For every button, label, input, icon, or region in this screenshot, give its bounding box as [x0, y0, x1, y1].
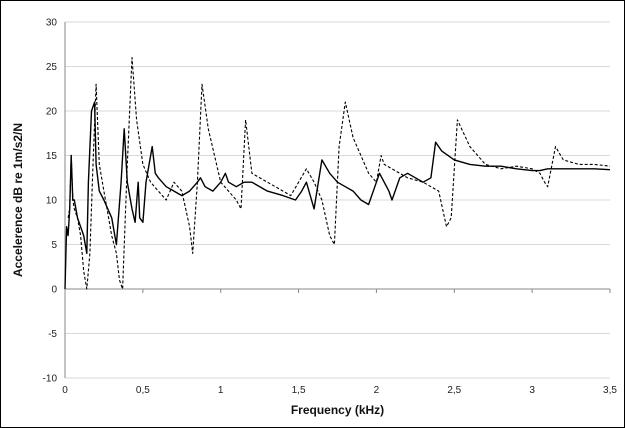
y-tick-label: 25: [46, 62, 58, 73]
x-tick-label: 2,5: [447, 385, 461, 396]
y-tick-label: 20: [46, 107, 58, 118]
y-tick-label: 10: [46, 196, 58, 207]
x-tick-label: 0,5: [136, 385, 150, 396]
x-tick-label: 2: [374, 385, 380, 396]
y-tick-labels: -10 -5 0 5 10 15 20 25 30: [43, 18, 58, 385]
y-tick-label: 5: [51, 240, 57, 251]
y-tick-label: -5: [48, 329, 57, 340]
x-tick-label: 3,5: [603, 385, 617, 396]
gridlines: [65, 21, 610, 379]
x-axis-title: Frequency (kHz): [291, 403, 384, 417]
y-tick-label: 30: [46, 18, 58, 29]
series-lines: [64, 57, 611, 290]
y-tick-label: -10: [43, 374, 58, 385]
y-tick-label: 0: [51, 285, 57, 296]
x-tick-labels: 0 0,5 1 1,5 2 2,5 3 3,5: [62, 289, 617, 396]
x-tick-label: 1: [218, 385, 224, 396]
series-line-dashed: [67, 57, 611, 290]
x-tick-label: 3: [529, 385, 535, 396]
series-line-solid: [64, 101, 611, 290]
x-tick-label: 0: [62, 385, 68, 396]
x-tick-label: 1,5: [292, 385, 306, 396]
y-tick-label: 15: [46, 151, 58, 162]
axes: [64, 22, 610, 378]
y-axis-title: Accelerence dB re 1m/s2/N: [11, 123, 25, 277]
